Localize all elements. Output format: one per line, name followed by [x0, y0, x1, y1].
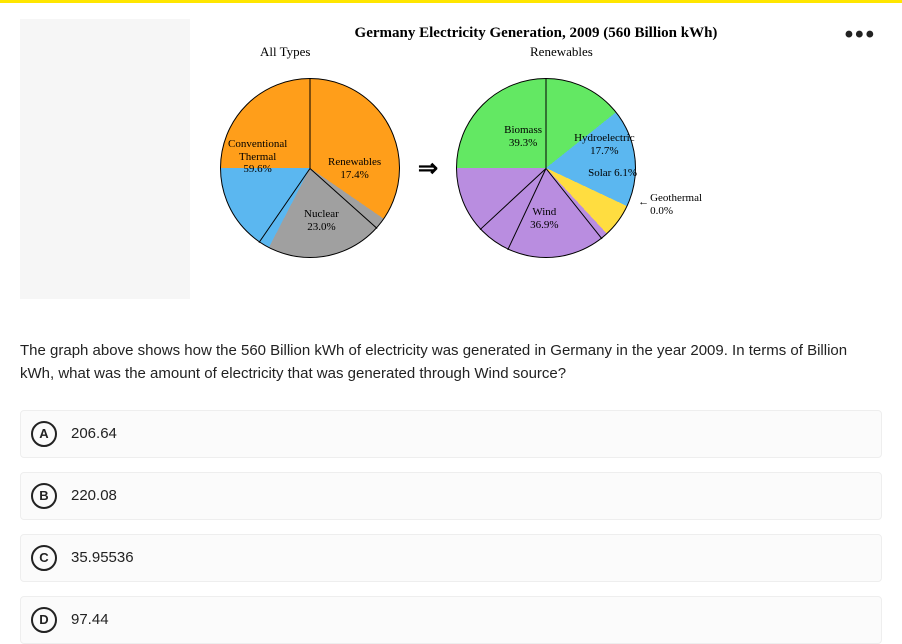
- label-hydroelectric: Hydroelectric17.7%: [574, 132, 634, 157]
- option-letter-d: D: [31, 607, 57, 633]
- label-conventional-thermal: ConventionalThermal59.6%: [228, 138, 287, 176]
- option-b[interactable]: B 220.08: [20, 472, 882, 520]
- figure-subtitles: All Types Renewables: [190, 44, 882, 60]
- label-geothermal: Geothermal0.0%: [650, 192, 702, 217]
- option-a[interactable]: A 206.64: [20, 410, 882, 458]
- figure-title: Germany Electricity Generation, 2009 (56…: [190, 19, 882, 42]
- option-text-d: 97.44: [71, 611, 109, 628]
- option-letter-b: B: [31, 483, 57, 509]
- figure-area: ••• Germany Electricity Generation, 2009…: [190, 19, 882, 299]
- label-wind: Wind36.9%: [530, 206, 558, 231]
- option-d[interactable]: D 97.44: [20, 596, 882, 644]
- answer-options: A 206.64 B 220.08 C 35.95536 D 97.44: [20, 410, 882, 644]
- option-text-b: 220.08: [71, 487, 117, 504]
- label-renewables: Renewables17.4%: [328, 156, 381, 181]
- question-text: The graph above shows how the 560 Billio…: [20, 339, 882, 386]
- option-text-a: 206.64: [71, 425, 117, 442]
- label-biomass: Biomass39.3%: [504, 124, 542, 149]
- subtitle-all-types: All Types: [190, 44, 450, 60]
- figure-row: ••• Germany Electricity Generation, 2009…: [20, 19, 882, 299]
- pie-all-types: ConventionalThermal59.6% Nuclear23.0% Re…: [210, 68, 410, 268]
- option-text-c: 35.95536: [71, 549, 134, 566]
- option-letter-a: A: [31, 421, 57, 447]
- label-nuclear: Nuclear23.0%: [304, 208, 339, 233]
- geothermal-pointer-arrow: ←: [638, 196, 649, 208]
- more-options-icon[interactable]: •••: [845, 29, 876, 41]
- label-solar: Solar 6.1%: [588, 167, 637, 180]
- figure-left-gutter: [20, 19, 190, 299]
- arrow-icon: ⇒: [418, 154, 438, 183]
- option-letter-c: C: [31, 545, 57, 571]
- pie-renewables: Biomass39.3% Hydroelectric17.7% Solar 6.…: [446, 68, 706, 268]
- option-c[interactable]: C 35.95536: [20, 534, 882, 582]
- subtitle-renewables: Renewables: [450, 44, 882, 60]
